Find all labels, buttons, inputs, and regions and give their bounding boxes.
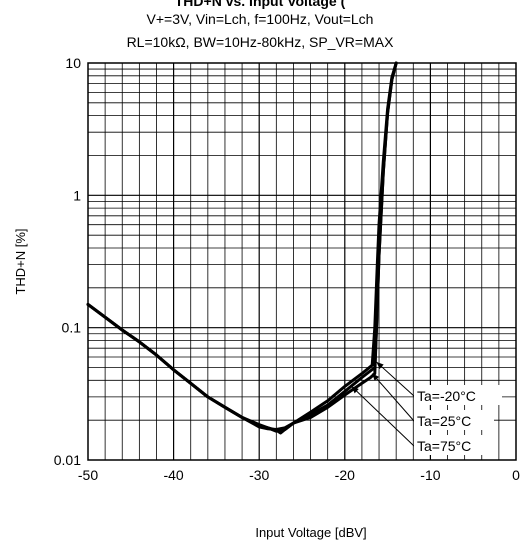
- annotation-arrowhead: [372, 373, 380, 381]
- grid: [88, 63, 516, 460]
- annotation-box: [414, 435, 494, 455]
- series-lines: [86, 61, 398, 435]
- annotation-label: Ta=75°C: [417, 438, 471, 454]
- y-axis-label: THD+N [%]: [13, 228, 28, 294]
- y-tick-label: 0.1: [62, 320, 82, 336]
- annotation-leader: [371, 373, 415, 422]
- plot-frame: [87, 62, 517, 461]
- x-tick-label: -50: [78, 467, 98, 483]
- x-tick-label: -30: [249, 467, 269, 483]
- y-tick-label: 1: [73, 187, 81, 203]
- annotation-leader: [376, 361, 415, 397]
- annotation-leader: [351, 386, 415, 447]
- annotation-arrowhead: [376, 362, 384, 369]
- annotation-box: [414, 385, 502, 405]
- y-tick-label: 10: [65, 55, 81, 71]
- annotation-arrowhead: [351, 386, 359, 394]
- x-tick-label: -10: [420, 467, 440, 483]
- chart-subtitle-line-1: V+=3V, Vin=Lch, f=100Hz, Vout=Lch: [146, 11, 374, 27]
- chart-title: THD+N vs. Input Voltage (: [174, 0, 346, 9]
- x-tick-label: -40: [163, 467, 183, 483]
- chart-subtitle-line-2: RL=10kΩ, BW=10Hz-80kHz, SP_VR=MAX: [126, 34, 394, 50]
- annotation-label: Ta=-20°C: [417, 388, 476, 404]
- x-tick-label: -20: [335, 467, 355, 483]
- annotations: Ta=-20°C Ta=25°C Ta=75°C: [351, 361, 502, 455]
- x-tick-labels: -50 -40 -30 -20 -10 0: [78, 467, 520, 483]
- x-axis-label: Input Voltage [dBV]: [255, 525, 366, 540]
- annotation-label: Ta=25°C: [417, 413, 471, 429]
- y-tick-label: 0.01: [54, 452, 81, 468]
- y-tick-labels: 0.01 0.1 1 10: [54, 55, 81, 468]
- series-line-3: [86, 61, 398, 431]
- x-tick-label: 0: [512, 467, 520, 483]
- annotation-box: [414, 410, 494, 430]
